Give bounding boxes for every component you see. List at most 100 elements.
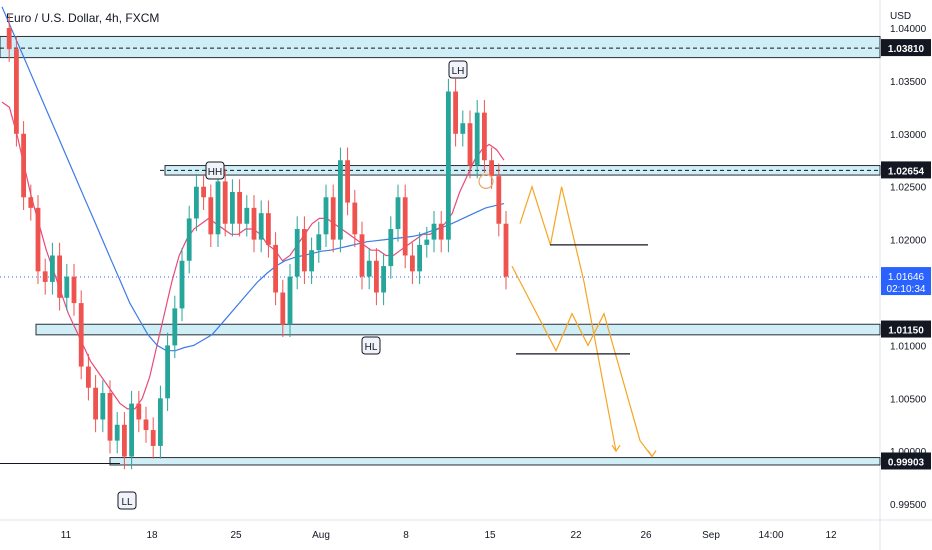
price-tick: 1.04000 — [890, 24, 927, 35]
candle-body — [417, 244, 422, 272]
annotation-lh: LH — [452, 66, 465, 77]
candle-body — [50, 255, 55, 282]
chart-title: Euro / U.S. Dollar, 4h, FXCM — [6, 11, 159, 25]
ma-slow-line — [1, 6, 505, 352]
plot-area[interactable] — [0, 0, 880, 520]
candle-body — [330, 197, 336, 240]
candle-body — [136, 403, 142, 420]
time-ticks: 11 18 25 Aug 8 15 22 26 Sep 14:00 12 — [61, 530, 837, 541]
candles-layer — [6, 15, 509, 470]
annotation-box — [205, 161, 225, 180]
candle-body — [273, 244, 278, 293]
candle-body — [482, 112, 487, 161]
candle-body — [114, 424, 120, 441]
time-tick: 11 — [61, 530, 72, 541]
candle-body — [64, 276, 70, 298]
candle-body — [129, 403, 134, 457]
price-label-bg — [881, 39, 931, 57]
retest-circle — [478, 173, 494, 190]
countdown-label: 02:10:34 — [887, 284, 926, 295]
price-tick: 1.03500 — [890, 77, 927, 88]
candle-body — [107, 393, 113, 441]
candle-body — [186, 218, 192, 261]
candle-body — [302, 229, 307, 272]
projection-arrowhead — [647, 450, 657, 458]
candle-body — [496, 176, 502, 224]
candle-body — [438, 223, 444, 240]
last-price-label: 1.01646 — [888, 272, 925, 283]
candle-body — [467, 123, 473, 166]
time-tick: Sep — [702, 530, 720, 541]
candle-body — [338, 160, 343, 240]
candle-body — [309, 250, 314, 272]
candle-body — [201, 186, 206, 198]
price-label-bg — [881, 161, 931, 179]
candle-body — [57, 255, 62, 298]
annotation-hl: HL — [365, 342, 378, 353]
candle-body — [489, 160, 494, 177]
candle-body — [86, 366, 91, 388]
price-tick: 1.01000 — [890, 341, 927, 352]
candle-body — [28, 197, 34, 208]
candle-body — [71, 276, 77, 304]
zone-resistance-mid[interactable] — [164, 165, 881, 176]
candle-body — [388, 229, 394, 267]
candle-body — [453, 91, 458, 134]
candle-body — [395, 197, 401, 230]
time-tick: 26 — [640, 530, 652, 541]
annotation-box — [448, 60, 468, 79]
candle-body — [35, 207, 41, 272]
candle-body — [194, 186, 199, 219]
candle-body — [237, 191, 242, 224]
zone-resistance-high[interactable] — [0, 35, 881, 59]
price-label: 1.02654 — [888, 166, 925, 177]
price-label: 1.03810 — [888, 44, 925, 55]
candle-body — [374, 260, 379, 293]
price-tick: 1.00500 — [890, 394, 927, 405]
candle-body — [316, 234, 322, 251]
projection-arrowhead — [611, 444, 621, 453]
projection-layer — [478, 173, 657, 458]
candle-body — [345, 160, 350, 203]
candle-body — [431, 223, 437, 240]
candle-body — [244, 207, 250, 224]
candle-body — [251, 207, 257, 240]
candle-body — [460, 123, 466, 134]
price-label-bg — [881, 452, 931, 470]
candle-body — [503, 223, 509, 277]
candle-body — [208, 197, 214, 235]
price-label: 0.99903 — [888, 457, 925, 468]
candle-body — [100, 393, 106, 420]
time-tick: Aug — [312, 530, 330, 541]
candle-body — [266, 213, 271, 245]
price-tick: 0.99500 — [890, 500, 927, 511]
annotations-layer: LH HH HL LL — [117, 60, 468, 510]
candle-body — [294, 229, 300, 277]
annotation-box — [361, 336, 381, 355]
candle-body — [287, 276, 293, 325]
candle-body — [323, 197, 329, 235]
candle-body — [172, 308, 178, 346]
candle-body — [14, 49, 19, 134]
candle-body — [230, 191, 235, 224]
price-label-bg — [881, 320, 931, 338]
candle-body — [359, 234, 365, 277]
time-tick: 8 — [403, 530, 409, 541]
last-price-bg — [881, 267, 931, 296]
price-label: 1.01150 — [888, 326, 924, 337]
time-tick: 25 — [230, 530, 242, 541]
time-tick: 12 — [825, 530, 837, 541]
zone-support-low[interactable] — [109, 457, 881, 466]
candle-body — [474, 112, 480, 166]
time-tick: 18 — [146, 530, 158, 541]
annotation-ll: LL — [121, 497, 133, 508]
zone-support-mid[interactable] — [35, 323, 881, 336]
candle-body — [179, 260, 185, 309]
candle-body — [381, 266, 386, 293]
candle-body — [222, 181, 228, 224]
projection-path-2 — [519, 184, 617, 452]
price-tick: 1.03000 — [890, 130, 927, 141]
projection-path-1 — [511, 265, 653, 457]
candle-body — [6, 27, 12, 50]
